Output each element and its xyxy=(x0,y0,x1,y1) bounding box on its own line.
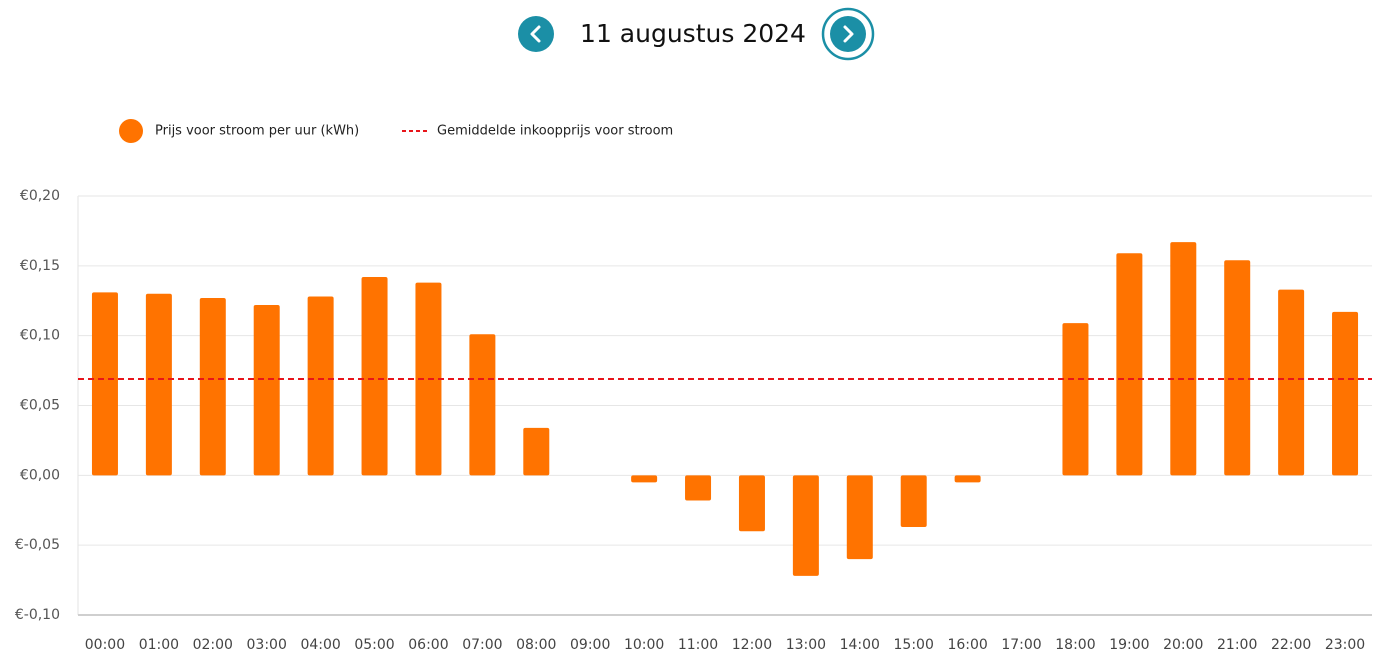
bar xyxy=(361,277,388,476)
x-tick-label: 23:00 xyxy=(1325,637,1365,653)
x-tick-label: 03:00 xyxy=(247,637,287,653)
x-tick-label: 22:00 xyxy=(1271,637,1311,653)
bar xyxy=(253,304,280,476)
x-tick-label: 04:00 xyxy=(300,637,340,653)
bar xyxy=(1062,323,1089,476)
bar xyxy=(954,475,981,483)
x-tick-label: 18:00 xyxy=(1055,637,1095,653)
prev-day-button[interactable] xyxy=(518,16,554,52)
bar xyxy=(738,475,765,532)
bar xyxy=(846,475,873,560)
x-tick-label: 08:00 xyxy=(516,637,556,653)
bar xyxy=(792,475,819,576)
y-tick-label: €0,20 xyxy=(20,188,60,204)
chevron-right xyxy=(843,25,854,43)
next-button-ring xyxy=(821,7,875,61)
next-day-button[interactable] xyxy=(821,7,875,61)
x-tick-label: 19:00 xyxy=(1109,637,1149,653)
bar xyxy=(1332,311,1359,476)
next-button-circle xyxy=(830,16,866,52)
bar xyxy=(145,293,172,476)
bar xyxy=(523,427,550,476)
bar xyxy=(307,296,334,476)
x-tick-label: 21:00 xyxy=(1217,637,1257,653)
legend-label: Prijs voor stroom per uur (kWh) xyxy=(155,124,359,139)
bar xyxy=(1278,289,1305,476)
y-tick-label: €0,05 xyxy=(20,398,60,414)
bar xyxy=(1116,253,1143,476)
date-title: 11 augustus 2024 xyxy=(580,19,806,48)
y-tick-label: €0,00 xyxy=(20,467,60,483)
x-tick-label: 12:00 xyxy=(732,637,772,653)
prev-button-circle xyxy=(518,16,554,52)
x-tick-label: 00:00 xyxy=(85,637,125,653)
y-tick-label: €-0,05 xyxy=(15,537,60,553)
bar xyxy=(91,292,118,476)
x-tick-label: 10:00 xyxy=(624,637,664,653)
y-tick-label: €0,10 xyxy=(20,328,60,344)
bar xyxy=(199,297,226,476)
x-tick-label: 09:00 xyxy=(570,637,610,653)
bar xyxy=(631,475,658,483)
x-tick-label: 16:00 xyxy=(947,637,987,653)
x-tick-label: 17:00 xyxy=(1001,637,1041,653)
x-tick-label: 07:00 xyxy=(462,637,502,653)
bar xyxy=(1224,260,1251,476)
bar xyxy=(685,475,712,501)
x-tick-label: 06:00 xyxy=(408,637,448,653)
y-tick-label: €0,15 xyxy=(20,258,60,274)
legend-label: Gemiddelde inkoopprijs voor stroom xyxy=(437,124,673,139)
x-tick-label: 15:00 xyxy=(894,637,934,653)
x-tick-label: 01:00 xyxy=(139,637,179,653)
bar xyxy=(469,334,496,476)
bar xyxy=(900,475,927,528)
x-tick-label: 11:00 xyxy=(678,637,718,653)
x-tick-label: 20:00 xyxy=(1163,637,1203,653)
legend-swatch xyxy=(119,119,143,143)
chevron-left xyxy=(530,25,541,43)
bar xyxy=(1170,242,1197,476)
x-tick-label: 02:00 xyxy=(193,637,233,653)
x-tick-label: 14:00 xyxy=(840,637,880,653)
y-tick-label: €-0,10 xyxy=(15,607,60,623)
x-tick-label: 05:00 xyxy=(354,637,394,653)
x-tick-label: 13:00 xyxy=(786,637,826,653)
